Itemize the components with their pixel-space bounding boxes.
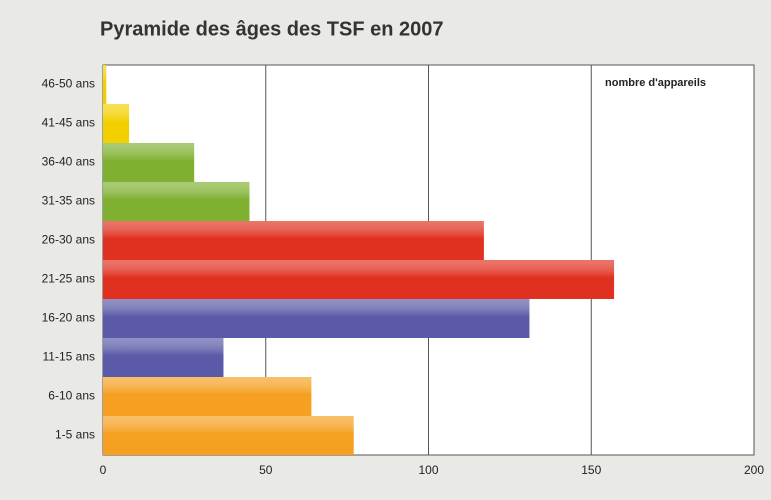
- y-tick-label: 1-5 ans: [55, 428, 95, 442]
- bar-shine: [103, 416, 354, 455]
- bar-shine: [103, 104, 130, 143]
- bar-shine: [103, 377, 312, 416]
- bar-shine: [103, 221, 484, 260]
- x-tick-label: 100: [418, 463, 438, 477]
- x-tick-label: 150: [581, 463, 601, 477]
- x-tick-label: 50: [259, 463, 273, 477]
- bar-shine: [103, 65, 107, 104]
- y-tick-label: 36-40 ans: [42, 155, 95, 169]
- y-tick-label: 16-20 ans: [42, 311, 95, 325]
- y-tick-label: 41-45 ans: [42, 116, 95, 130]
- annotation: nombre d'appareils: [605, 77, 706, 89]
- bar-shine: [103, 338, 224, 377]
- chart-title: Pyramide des âges des TSF en 2007: [100, 18, 444, 40]
- y-tick-label: 46-50 ans: [42, 77, 95, 91]
- bar-shine: [103, 260, 615, 299]
- y-tick-label: 6-10 ans: [48, 389, 95, 403]
- bar-shine: [103, 182, 250, 221]
- y-tick-label: 26-30 ans: [42, 233, 95, 247]
- x-tick-label: 0: [100, 463, 107, 477]
- x-tick-label: 200: [744, 463, 764, 477]
- bar-shine: [103, 299, 530, 338]
- y-tick-label: 31-35 ans: [42, 194, 95, 208]
- bar-shine: [103, 143, 195, 182]
- y-tick-label: 21-25 ans: [42, 272, 95, 286]
- y-tick-label: 11-15 ans: [43, 350, 95, 364]
